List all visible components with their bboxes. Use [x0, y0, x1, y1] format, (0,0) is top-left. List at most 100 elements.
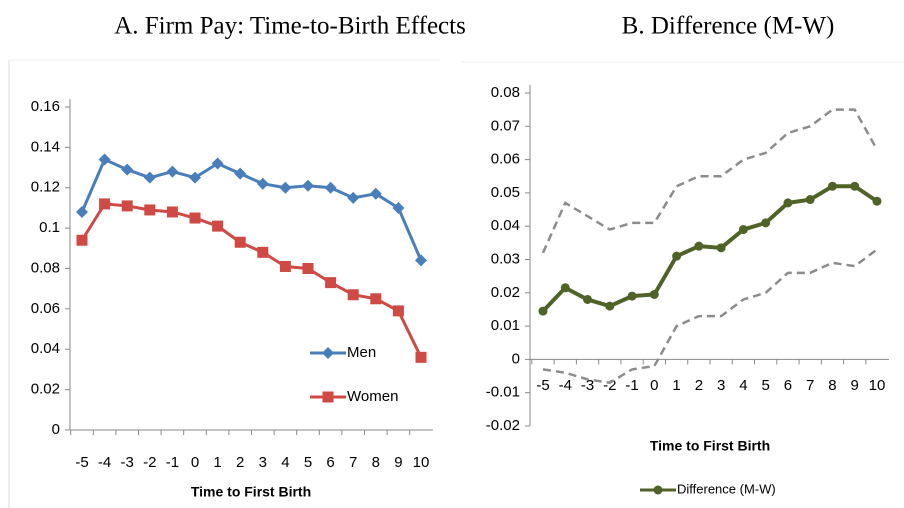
marker: [872, 196, 882, 206]
marker: [369, 187, 382, 200]
marker: [166, 206, 178, 218]
x-tick-label: 5: [304, 454, 312, 471]
marker: [560, 283, 570, 293]
x-tick-label: 0: [650, 377, 658, 394]
series-line: [541, 184, 879, 313]
marker: [256, 177, 269, 190]
x-axis-title: Time to First Birth: [650, 438, 770, 454]
marker: [761, 218, 771, 228]
marker: [322, 347, 334, 359]
marker: [347, 191, 360, 204]
y-tick-label: 0.08: [31, 259, 60, 276]
x-tick-label: -3: [581, 377, 594, 394]
marker: [827, 181, 837, 191]
marker: [99, 198, 111, 210]
marker: [605, 301, 615, 311]
marker: [212, 220, 224, 232]
x-tick-label: -5: [536, 377, 549, 394]
marker: [653, 485, 663, 495]
x-tick-label: 2: [695, 377, 703, 394]
x-tick-label: 9: [394, 454, 402, 471]
confidence-band: [541, 108, 879, 254]
y-tick-label: 0.04: [31, 340, 60, 357]
x-tick-label: -4: [98, 454, 111, 471]
marker: [189, 212, 201, 224]
marker: [211, 157, 224, 170]
legend-label: Men: [347, 344, 376, 361]
marker: [257, 246, 269, 258]
marker: [627, 291, 637, 301]
legend-label: Women: [347, 388, 398, 405]
marker: [98, 153, 111, 166]
marker: [370, 293, 382, 305]
x-tick-label: -1: [625, 377, 638, 394]
marker: [322, 391, 334, 403]
y-tick-label: 0.12: [31, 179, 60, 196]
panel-title: B. Difference (M-W): [622, 13, 835, 40]
marker: [302, 179, 314, 192]
marker: [279, 260, 291, 272]
marker: [76, 205, 88, 218]
marker: [783, 198, 793, 208]
y-tick-label: 0.08: [491, 84, 520, 101]
x-tick-label: 3: [259, 454, 267, 471]
x-tick-label: 10: [413, 454, 430, 471]
marker: [392, 201, 405, 214]
marker: [805, 195, 815, 205]
x-tick-label: -1: [166, 454, 179, 471]
x-tick-label: 8: [372, 454, 380, 471]
x-tick-label: -5: [75, 454, 88, 471]
x-tick-label: 6: [326, 454, 334, 471]
legend-label: Difference (M-W): [677, 481, 776, 496]
x-tick-label: 4: [281, 454, 289, 471]
x-tick-label: -4: [559, 377, 572, 394]
x-tick-label: 8: [828, 377, 836, 394]
y-tick-label: 0.01: [491, 317, 520, 334]
x-tick-label: 5: [761, 377, 769, 394]
marker: [716, 243, 726, 253]
marker: [121, 163, 134, 176]
y-tick-label: 0.03: [491, 250, 520, 267]
marker: [649, 289, 659, 299]
y-tick-label: 0: [52, 421, 60, 438]
marker: [347, 289, 359, 301]
x-tick-label: 1: [672, 377, 680, 394]
y-tick-label: -0.01: [486, 384, 520, 401]
y-tick-label: 0.07: [491, 117, 520, 134]
series-line: [80, 202, 423, 358]
x-tick-label: 1: [213, 454, 221, 471]
confidence-band: [542, 248, 878, 385]
x-tick-label: 2: [236, 454, 244, 471]
marker: [672, 251, 682, 261]
marker: [583, 294, 593, 304]
marker: [324, 181, 337, 194]
x-axis-title: Time to First Birth: [191, 484, 311, 500]
marker: [166, 165, 179, 178]
x-tick-label: 7: [806, 377, 814, 394]
y-tick-label: 0.16: [31, 98, 60, 115]
y-tick-label: 0.06: [491, 151, 520, 168]
y-tick-label: 0.04: [491, 217, 520, 234]
marker: [189, 171, 201, 184]
x-tick-label: 0: [191, 454, 199, 471]
panel-title: A. Firm Pay: Time-to-Birth Effects: [114, 13, 466, 40]
x-tick-label: 6: [784, 377, 792, 394]
marker: [121, 200, 133, 212]
marker: [76, 234, 88, 246]
marker: [392, 305, 404, 317]
x-tick-label: -3: [121, 454, 134, 471]
x-tick-label: 9: [851, 377, 859, 394]
marker: [850, 181, 860, 191]
marker: [325, 277, 337, 289]
marker: [234, 167, 247, 180]
y-tick-label: 0.02: [491, 284, 520, 301]
marker: [143, 171, 156, 184]
x-tick-label: -2: [143, 454, 156, 471]
y-tick-label: -0.02: [486, 417, 520, 434]
y-tick-label: 0: [512, 350, 520, 367]
y-tick-label: 0.02: [31, 381, 60, 398]
marker: [415, 254, 427, 267]
marker: [694, 241, 704, 251]
y-tick-label: 0.05: [491, 184, 520, 201]
